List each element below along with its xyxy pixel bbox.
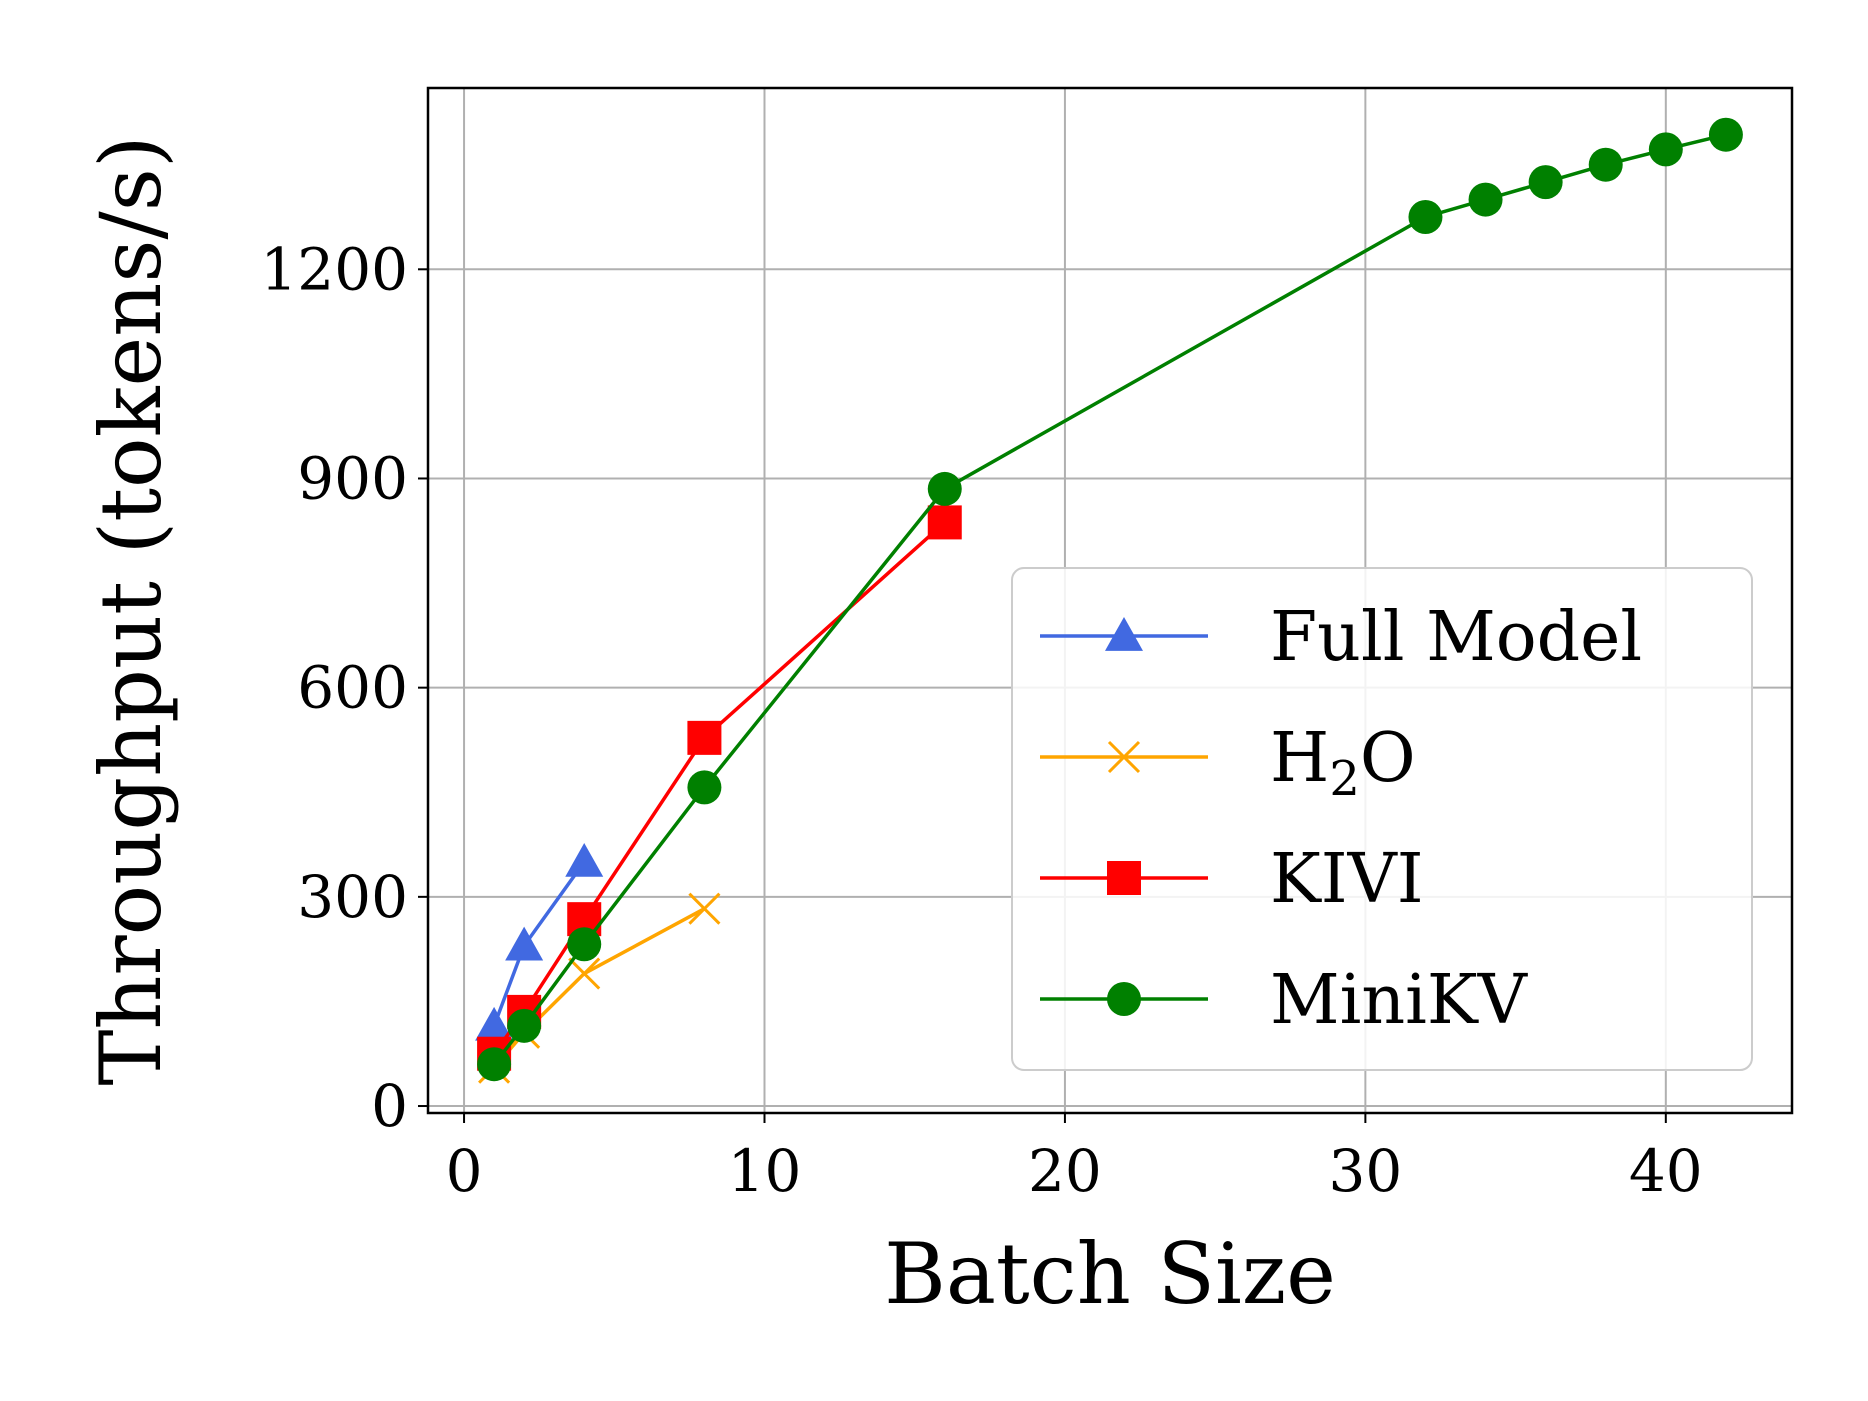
y-axis-title: Throughput (tokens/s) — [82, 135, 180, 1085]
legend-label-h2o: H2O — [1270, 719, 1416, 807]
x-tick-label: 0 — [446, 1137, 483, 1205]
legend-label-subscript: 2 — [1329, 751, 1360, 807]
data-point-h2o — [688, 892, 721, 925]
data-point-h2o — [568, 957, 601, 990]
data-point-minikv — [687, 770, 722, 805]
legend-label-main: Full Model — [1270, 598, 1642, 677]
data-point-full-model — [505, 926, 544, 961]
legend-label-kivi: KIVI — [1270, 840, 1424, 919]
series-full-model — [475, 842, 604, 1041]
legend-label-full-model: Full Model — [1270, 598, 1642, 677]
legend-label-minikv: MiniKV — [1270, 961, 1529, 1040]
data-point-minikv — [1588, 147, 1623, 182]
data-point-minikv — [1408, 199, 1443, 234]
data-point-kivi — [687, 720, 722, 755]
legend-marker-kivi — [1107, 861, 1141, 895]
y-tick-label: 900 — [297, 444, 408, 512]
data-point-minikv — [1468, 182, 1503, 217]
data-point-full-model — [475, 1006, 514, 1041]
x-tick-label: 30 — [1328, 1137, 1402, 1205]
x-axis-title: Batch Size — [884, 1225, 1336, 1323]
data-point-minikv — [1708, 117, 1743, 152]
legend-marker-minikv — [1107, 982, 1141, 1016]
data-point-full-model — [565, 842, 604, 877]
data-point-kivi — [927, 505, 962, 540]
x-tick-label: 20 — [1028, 1137, 1102, 1205]
y-tick-label: 300 — [297, 863, 408, 931]
axis-ticks: 0 10 20 30 40 0 300 600 900 1200 — [260, 235, 1702, 1205]
data-point-minikv — [1528, 165, 1563, 200]
data-point-minikv — [507, 1008, 542, 1043]
legend-label-tail: O — [1360, 719, 1416, 798]
data-point-minikv — [567, 927, 602, 962]
axes-frame — [426, 86, 1794, 1115]
legend-marker-h2o — [1107, 740, 1141, 774]
y-tick-label: 600 — [297, 654, 408, 722]
data-point-minikv — [927, 471, 962, 506]
y-tick-label: 0 — [371, 1072, 408, 1140]
y-tick-label: 1200 — [260, 235, 408, 303]
plot-area — [475, 117, 1743, 1084]
data-point-minikv — [1648, 132, 1683, 167]
legend-label-main: H — [1270, 719, 1329, 798]
legend: Full Model H2O KIVI MiniKV — [1011, 567, 1753, 1071]
legend-marker-full-model — [1105, 617, 1143, 651]
x-tick-label: 40 — [1629, 1137, 1703, 1205]
legend-label-main: KIVI — [1270, 840, 1424, 919]
series-minikv — [477, 117, 1743, 1082]
x-tick-label: 10 — [728, 1137, 802, 1205]
legend-label-main: MiniKV — [1270, 961, 1529, 1040]
legend-box — [1011, 567, 1753, 1071]
data-point-minikv — [477, 1047, 512, 1082]
